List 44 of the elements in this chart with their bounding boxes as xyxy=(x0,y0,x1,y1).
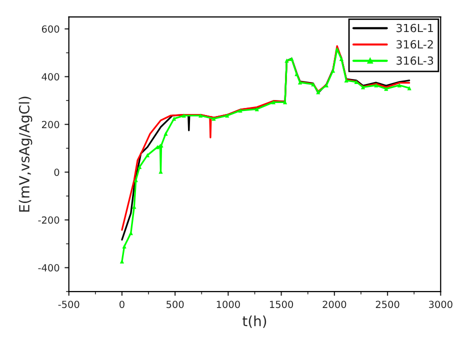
point xyxy=(182,113,186,118)
point xyxy=(407,86,412,90)
x-tick-label: -500 xyxy=(58,300,80,308)
point xyxy=(294,72,299,76)
point xyxy=(311,82,316,86)
point xyxy=(164,132,168,136)
x-tick-label: 2500 xyxy=(376,300,400,308)
y-axis-title: E(mV,vsAg/AgCl) xyxy=(18,96,32,212)
y-tick-label: 0 xyxy=(54,168,60,176)
point xyxy=(212,116,216,121)
point xyxy=(122,244,126,248)
x-tick-label: 500 xyxy=(166,300,184,308)
y-tick-label: 200 xyxy=(42,120,60,128)
y-tick-label: -400 xyxy=(38,264,60,272)
point xyxy=(225,113,230,118)
point xyxy=(384,86,388,91)
y-tick-label: -200 xyxy=(38,216,60,224)
point xyxy=(344,78,348,83)
x-tick-label: 1000 xyxy=(216,300,240,308)
legend-label: 316L-1 xyxy=(396,24,433,32)
point xyxy=(138,164,142,169)
x-tick-label: 0 xyxy=(120,300,124,308)
point xyxy=(354,80,358,84)
point xyxy=(374,83,378,88)
point xyxy=(198,113,203,118)
point xyxy=(290,56,294,62)
point xyxy=(339,56,344,62)
x-tick-label: 2000 xyxy=(322,300,346,308)
x-tick-label: 1500 xyxy=(270,300,294,308)
point xyxy=(284,58,289,63)
point xyxy=(360,85,366,90)
legend-label: 316L-2 xyxy=(396,40,433,49)
point xyxy=(298,80,302,84)
point xyxy=(397,83,402,88)
point xyxy=(145,153,150,158)
point xyxy=(238,108,242,113)
point xyxy=(334,47,340,52)
x-tick-label: 3000 xyxy=(429,300,452,308)
y-tick-label: 400 xyxy=(42,73,60,80)
y-tick-label: 600 xyxy=(42,25,60,33)
point xyxy=(172,116,176,121)
point xyxy=(271,100,276,104)
legend-label: 316L-3 xyxy=(396,56,434,65)
x-axis-title: t(h) xyxy=(242,316,266,328)
